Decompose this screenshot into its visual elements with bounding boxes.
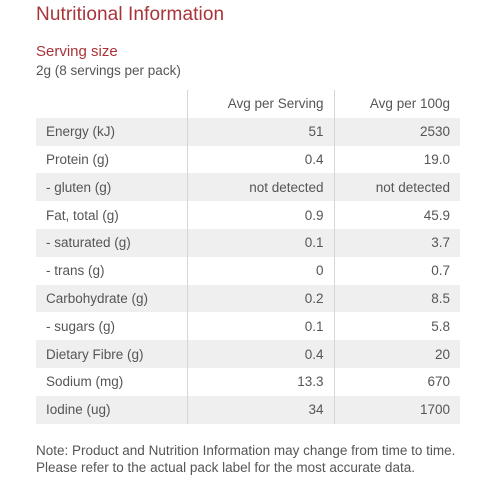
disclaimer-note: Note: Product and Nutrition Information … [36, 443, 456, 475]
value-per-100g: 3.7 [333, 228, 460, 257]
nutrient-name: Iodine (ug) [36, 395, 187, 424]
table-row: Sodium (mg) 13.3 670 [36, 367, 460, 396]
nutrient-name: - gluten (g) [36, 173, 187, 202]
value-per-serving: 51 [186, 117, 334, 146]
page-title: Nutritional Information [36, 4, 225, 25]
value-per-100g: 670 [333, 367, 460, 396]
header-avg-per-serving: Avg per Serving [186, 90, 334, 118]
value-per-serving: not detected [186, 173, 334, 202]
nutrient-name: Fat, total (g) [36, 201, 187, 229]
nutrient-name: - saturated (g) [36, 228, 187, 257]
table-row: - saturated (g) 0.1 3.7 [36, 228, 460, 257]
header-avg-per-100g: Avg per 100g [333, 90, 460, 118]
table-row: Carbohydrate (g) 0.2 8.5 [36, 284, 460, 313]
value-per-serving: 0.4 [186, 145, 334, 174]
table-row: - gluten (g) not detected not detected [36, 173, 460, 202]
nutrient-name: - sugars (g) [36, 312, 187, 341]
value-per-100g: not detected [333, 173, 460, 202]
header-nutrient [36, 90, 187, 118]
value-per-serving: 0.1 [186, 312, 334, 341]
value-per-100g: 8.5 [333, 284, 460, 313]
value-per-100g: 2530 [333, 117, 460, 146]
nutrient-name: Carbohydrate (g) [36, 284, 187, 313]
serving-size-label: Serving size [36, 43, 118, 60]
serving-size-value: 2g (8 servings per pack) [36, 63, 181, 78]
table-row: Fat, total (g) 0.9 45.9 [36, 201, 460, 229]
table-row: - sugars (g) 0.1 5.8 [36, 312, 460, 341]
table-row: Energy (kJ) 51 2530 [36, 117, 460, 146]
table-row: Dietary Fibre (g) 0.4 20 [36, 340, 460, 368]
nutrient-name: Dietary Fibre (g) [36, 340, 187, 368]
table-row: Iodine (ug) 34 1700 [36, 395, 460, 424]
value-per-100g: 0.7 [333, 256, 460, 285]
value-per-100g: 20 [333, 340, 460, 368]
nutrition-table: Avg per Serving Avg per 100g Energy (kJ)… [36, 90, 460, 424]
value-per-serving: 0.2 [186, 284, 334, 313]
table-row: - trans (g) 0 0.7 [36, 256, 460, 285]
nutrient-name: Protein (g) [36, 145, 187, 174]
value-per-serving: 0 [186, 256, 334, 285]
value-per-serving: 0.4 [186, 340, 334, 368]
value-per-100g: 19.0 [333, 145, 460, 174]
value-per-100g: 1700 [333, 395, 460, 424]
value-per-100g: 45.9 [333, 201, 460, 229]
nutrient-name: Sodium (mg) [36, 367, 187, 396]
table-row: Protein (g) 0.4 19.0 [36, 145, 460, 174]
nutrient-name: Energy (kJ) [36, 117, 187, 146]
value-per-serving: 0.1 [186, 228, 334, 257]
value-per-serving: 13.3 [186, 367, 334, 396]
value-per-serving: 0.9 [186, 201, 334, 229]
value-per-serving: 34 [186, 395, 334, 424]
nutrient-name: - trans (g) [36, 256, 187, 285]
value-per-100g: 5.8 [333, 312, 460, 341]
table-header-row: Avg per Serving Avg per 100g [36, 90, 460, 118]
